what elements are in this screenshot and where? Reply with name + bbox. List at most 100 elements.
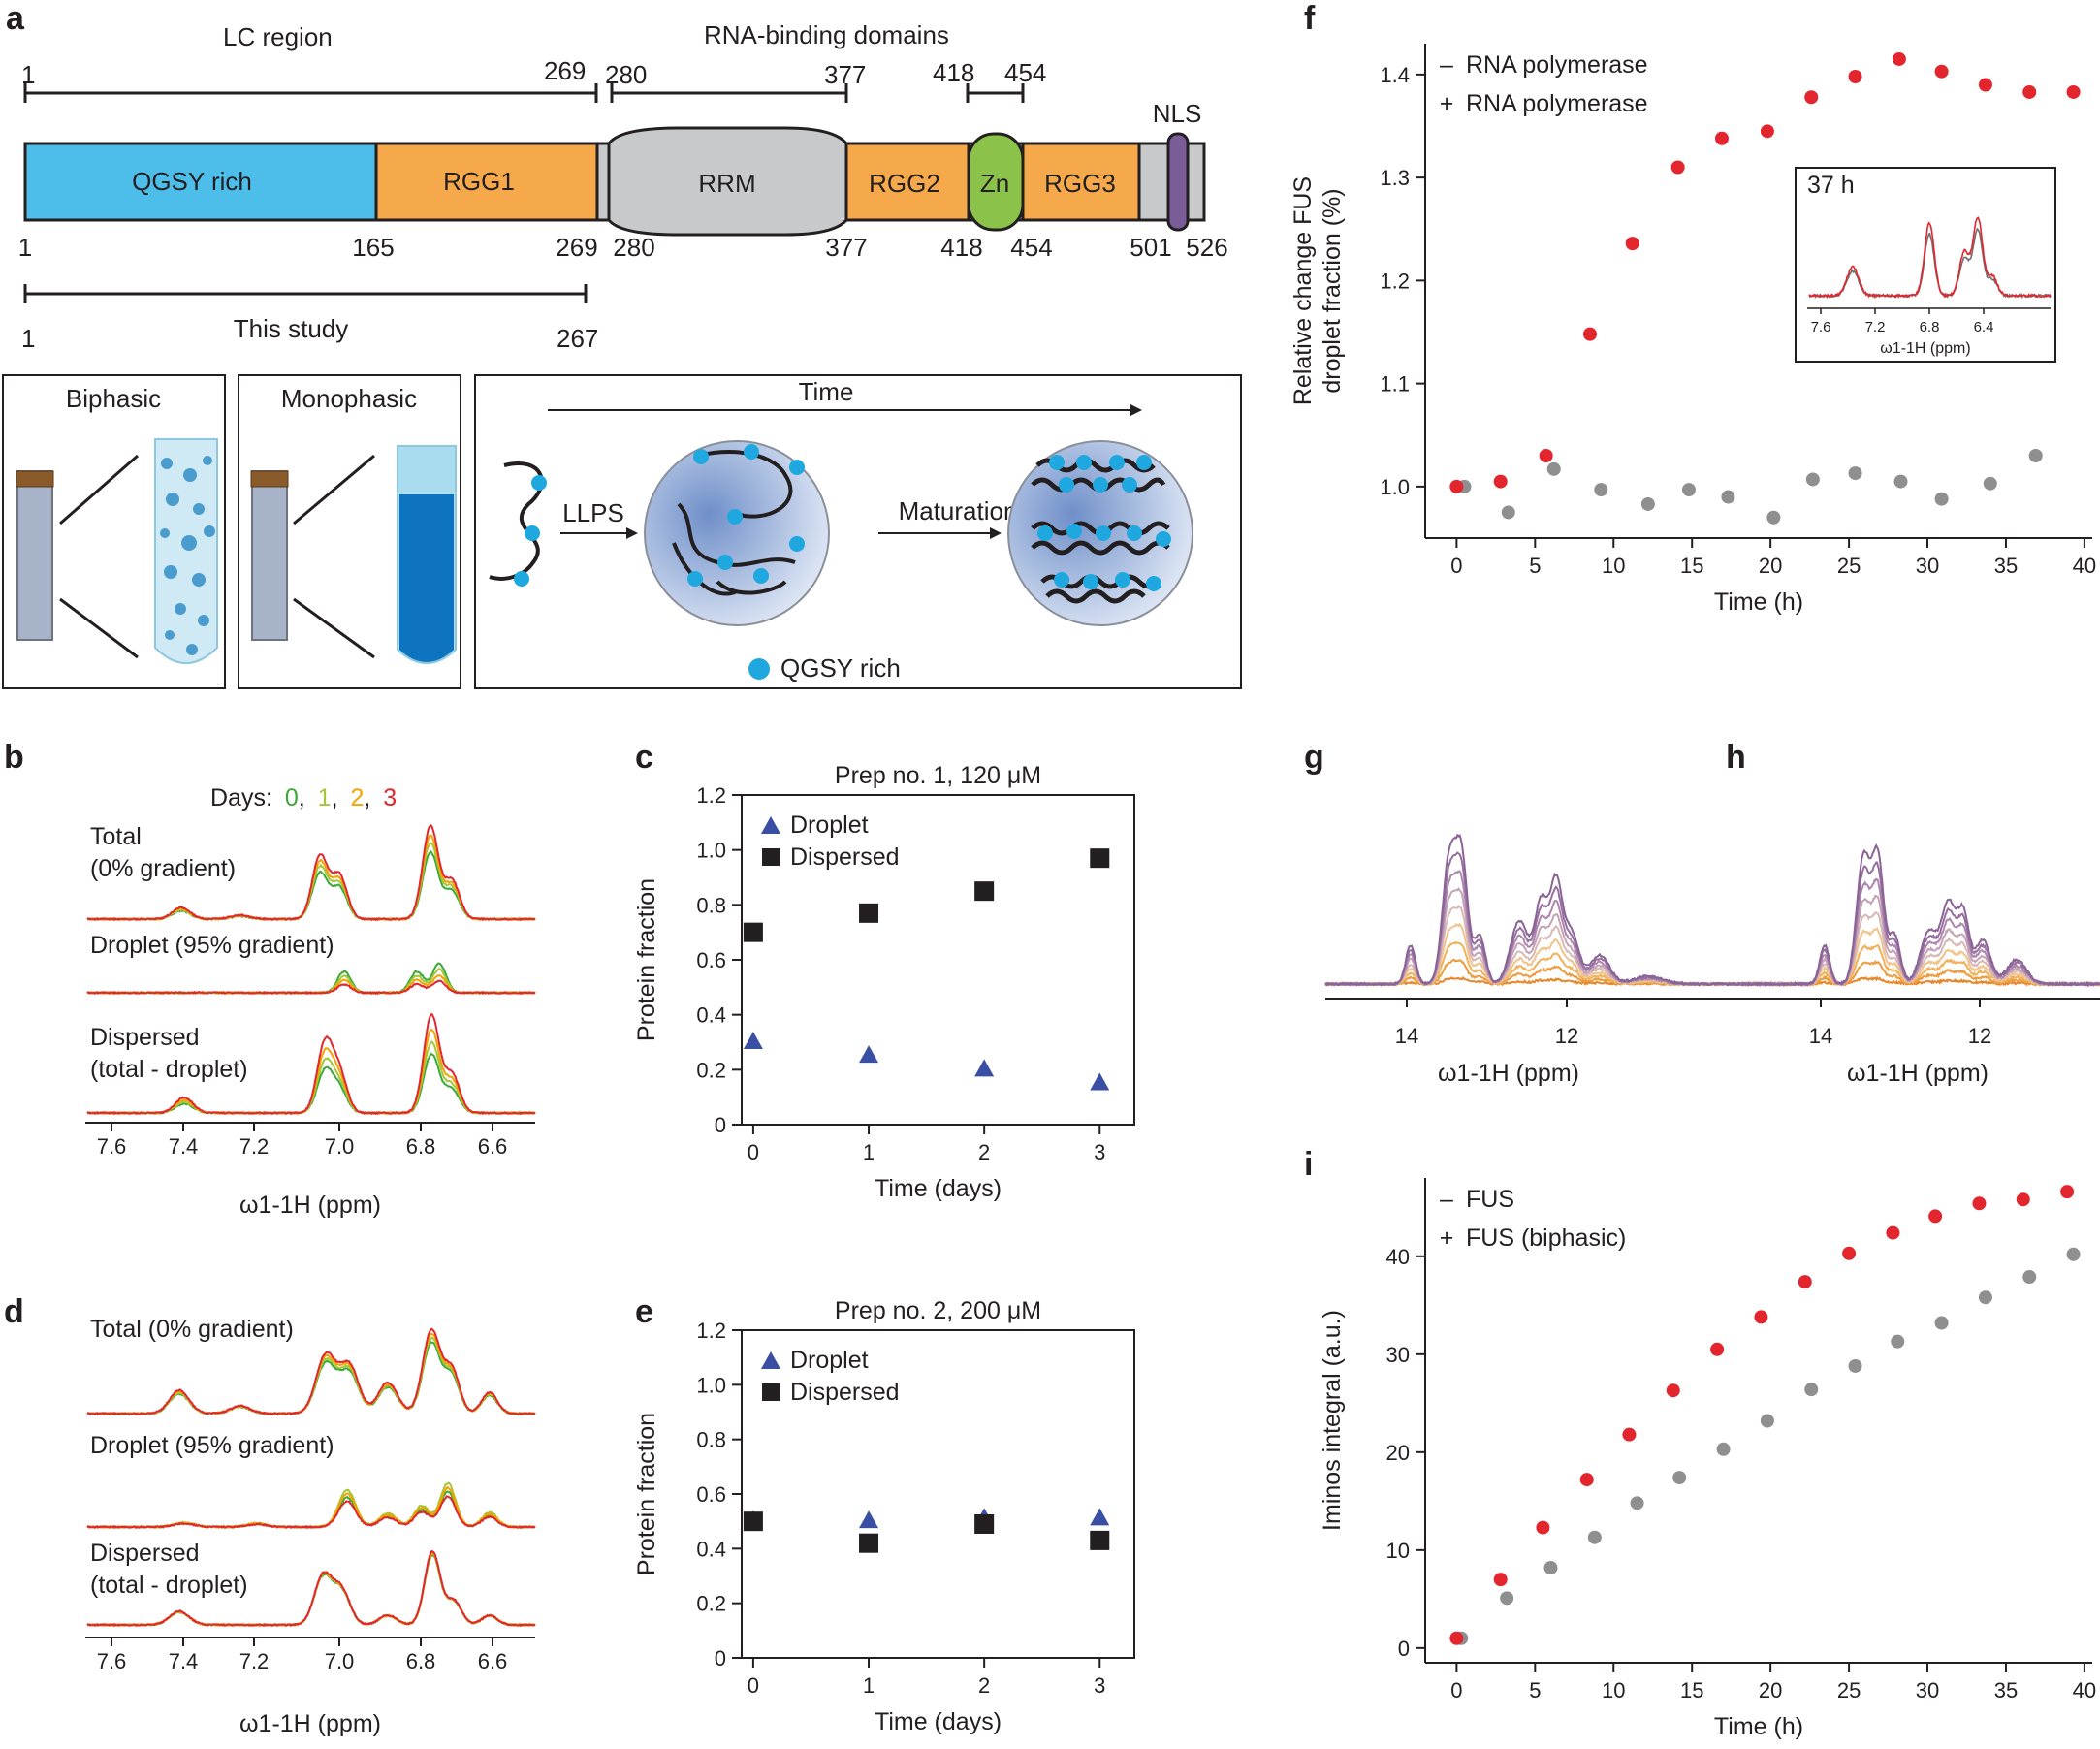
f-point	[1934, 492, 1949, 506]
e-point	[974, 1513, 995, 1534]
domain-rgg1	[374, 142, 599, 222]
e-ylabel: Protein fraction	[633, 1413, 660, 1575]
c-legend-triangle	[761, 816, 780, 834]
i-legend-sign: –	[1440, 1186, 1453, 1213]
c-ytick-label: 0.2	[696, 1058, 726, 1082]
i-xtick-label: 25	[1837, 1678, 1861, 1702]
chart-i: 0 10 20 30 40 0 5 10 15 20 25 30 35 40 Time (h) Iminos …	[1319, 1178, 2096, 1740]
c-ytick-label: 0.8	[696, 893, 726, 917]
pos-280: 280	[613, 233, 654, 262]
inset-tick-label: 6.8	[1920, 319, 1940, 335]
i-xlabel: Time (h)	[1714, 1713, 1803, 1740]
i-point	[2060, 1185, 2075, 1199]
e-title: Prep no. 2, 200 μM	[835, 1297, 1041, 1324]
c-xtick-label: 2	[978, 1140, 990, 1164]
i-point	[1798, 1275, 1812, 1289]
i-xtick-label: 35	[1994, 1678, 2018, 1702]
d-xlabel: ω1-1H (ppm)	[239, 1710, 381, 1737]
days-legend: Days: 0, 1, 2, 3	[210, 784, 397, 811]
panel-label-h: h	[1726, 739, 1746, 776]
days-sep-2: ,	[332, 784, 338, 811]
spectrum-trace	[86, 974, 536, 996]
i-xtick-label: 10	[1602, 1678, 1625, 1702]
day-2: 2	[350, 784, 364, 811]
biphasic-box: Biphasic	[2, 374, 226, 689]
i-point	[1978, 1290, 1992, 1305]
e-xlabel: Time (days)	[875, 1708, 1002, 1735]
f-xtick-label: 35	[1994, 554, 2018, 578]
axis-tick-label: 7.4	[169, 1649, 199, 1673]
axis-tick-label: 7.2	[239, 1649, 270, 1673]
pos-418: 418	[940, 233, 982, 262]
panel-label-g: g	[1304, 739, 1324, 776]
i-xtick-label: 30	[1916, 1678, 1939, 1702]
axis-tick-label: 6.6	[478, 1134, 508, 1159]
biphasic-label: Biphasic	[66, 384, 161, 413]
chart-f: 1.0 1.1 1.2 1.3 1.4 0 5 10 15 20 25 30 35 40 Time (h) R…	[1289, 44, 2096, 616]
f-inset: 37 h 7.6 7.2 6.8 6.4 ω1-1H (ppm)	[1795, 167, 2056, 363]
g-xlabel: ω1-1H (ppm)	[1438, 1060, 1579, 1087]
spectrum-trace	[86, 1327, 536, 1416]
c-point	[743, 1032, 763, 1049]
e-xtick-label: 1	[863, 1673, 875, 1698]
f-point	[1493, 474, 1508, 489]
pos-165: 165	[352, 233, 394, 262]
panel-label-a: a	[6, 0, 25, 37]
b-x-axis: 7.6 7.4 7.2 7.0 6.8 6.6 ω1-1H (ppm)	[85, 1122, 535, 1219]
domain-rgg2	[844, 142, 970, 222]
f-point	[1892, 51, 1906, 66]
f-point	[2066, 84, 2081, 99]
lc-end-number: 269	[544, 56, 586, 85]
i-xtick-label: 20	[1759, 1678, 1782, 1702]
c-ytick-label: 0.4	[696, 1003, 726, 1028]
d-dispersed-label-2: (total - droplet)	[90, 1572, 248, 1599]
lc-start-number: 1	[21, 60, 35, 89]
f-ytick-label: 1.4	[1380, 63, 1410, 87]
axis-tick-label: 12	[1968, 1024, 1991, 1048]
spectra-d	[86, 1327, 536, 1628]
f-point	[1721, 490, 1735, 504]
chart-c: 0 0.2 0.4 0.6 0.8 1.0 1.2 0 1 2 3 Time (days) Prep n…	[633, 762, 1135, 1202]
f-point	[2028, 449, 2043, 462]
panel-label-f: f	[1304, 0, 1316, 37]
f-point	[1501, 505, 1515, 520]
e-ytick-label: 0	[715, 1646, 726, 1670]
c-point	[974, 1059, 995, 1077]
c-xlabel: Time (days)	[875, 1175, 1002, 1202]
i-point	[2066, 1247, 2081, 1261]
inset-label: 37 h	[1807, 172, 1855, 199]
f-point	[1848, 466, 1862, 481]
f-point	[1766, 510, 1781, 525]
spectra-h	[1740, 843, 2100, 988]
panel-a: a LC region RNA-binding domains 1 269 28…	[2, 0, 1242, 689]
rgg1-label: RGG1	[443, 167, 515, 196]
f-point	[1539, 449, 1553, 462]
e-legend-square	[762, 1383, 780, 1401]
e-xtick-label: 0	[748, 1673, 759, 1698]
rrm-label: RRM	[698, 169, 755, 198]
d-droplet-label: Droplet (95% gradient)	[90, 1432, 334, 1459]
i-legend-sign: +	[1440, 1224, 1454, 1252]
c-point	[859, 1045, 879, 1064]
spectrum-trace	[86, 824, 536, 922]
spectrum-trace	[86, 1490, 536, 1530]
c-point	[859, 903, 879, 923]
i-point	[2016, 1192, 2030, 1207]
c-point	[1090, 1072, 1110, 1091]
days-prefix: Days:	[210, 784, 272, 811]
g-x-axis: 14 12 ω1-1H (ppm)	[1325, 998, 1796, 1087]
i-point	[1666, 1383, 1680, 1398]
panel-d: d Total (0% gradient) Droplet (95% gradi…	[4, 1293, 536, 1737]
axis-tick-label: 7.4	[169, 1134, 199, 1159]
nls-label: NLS	[1153, 99, 1202, 128]
small-vial-1	[16, 470, 53, 641]
f-xtick-label: 0	[1450, 554, 1462, 578]
droplets	[160, 456, 215, 655]
rrm-end-number: 377	[824, 60, 866, 89]
axis-tick-label: 14	[1395, 1024, 1418, 1048]
zn-end-number: 454	[1004, 58, 1046, 87]
domain-rgg3	[1021, 142, 1141, 222]
spectrum-trace	[86, 1336, 536, 1415]
f-point	[1804, 90, 1819, 105]
pos-526: 526	[1186, 233, 1227, 262]
